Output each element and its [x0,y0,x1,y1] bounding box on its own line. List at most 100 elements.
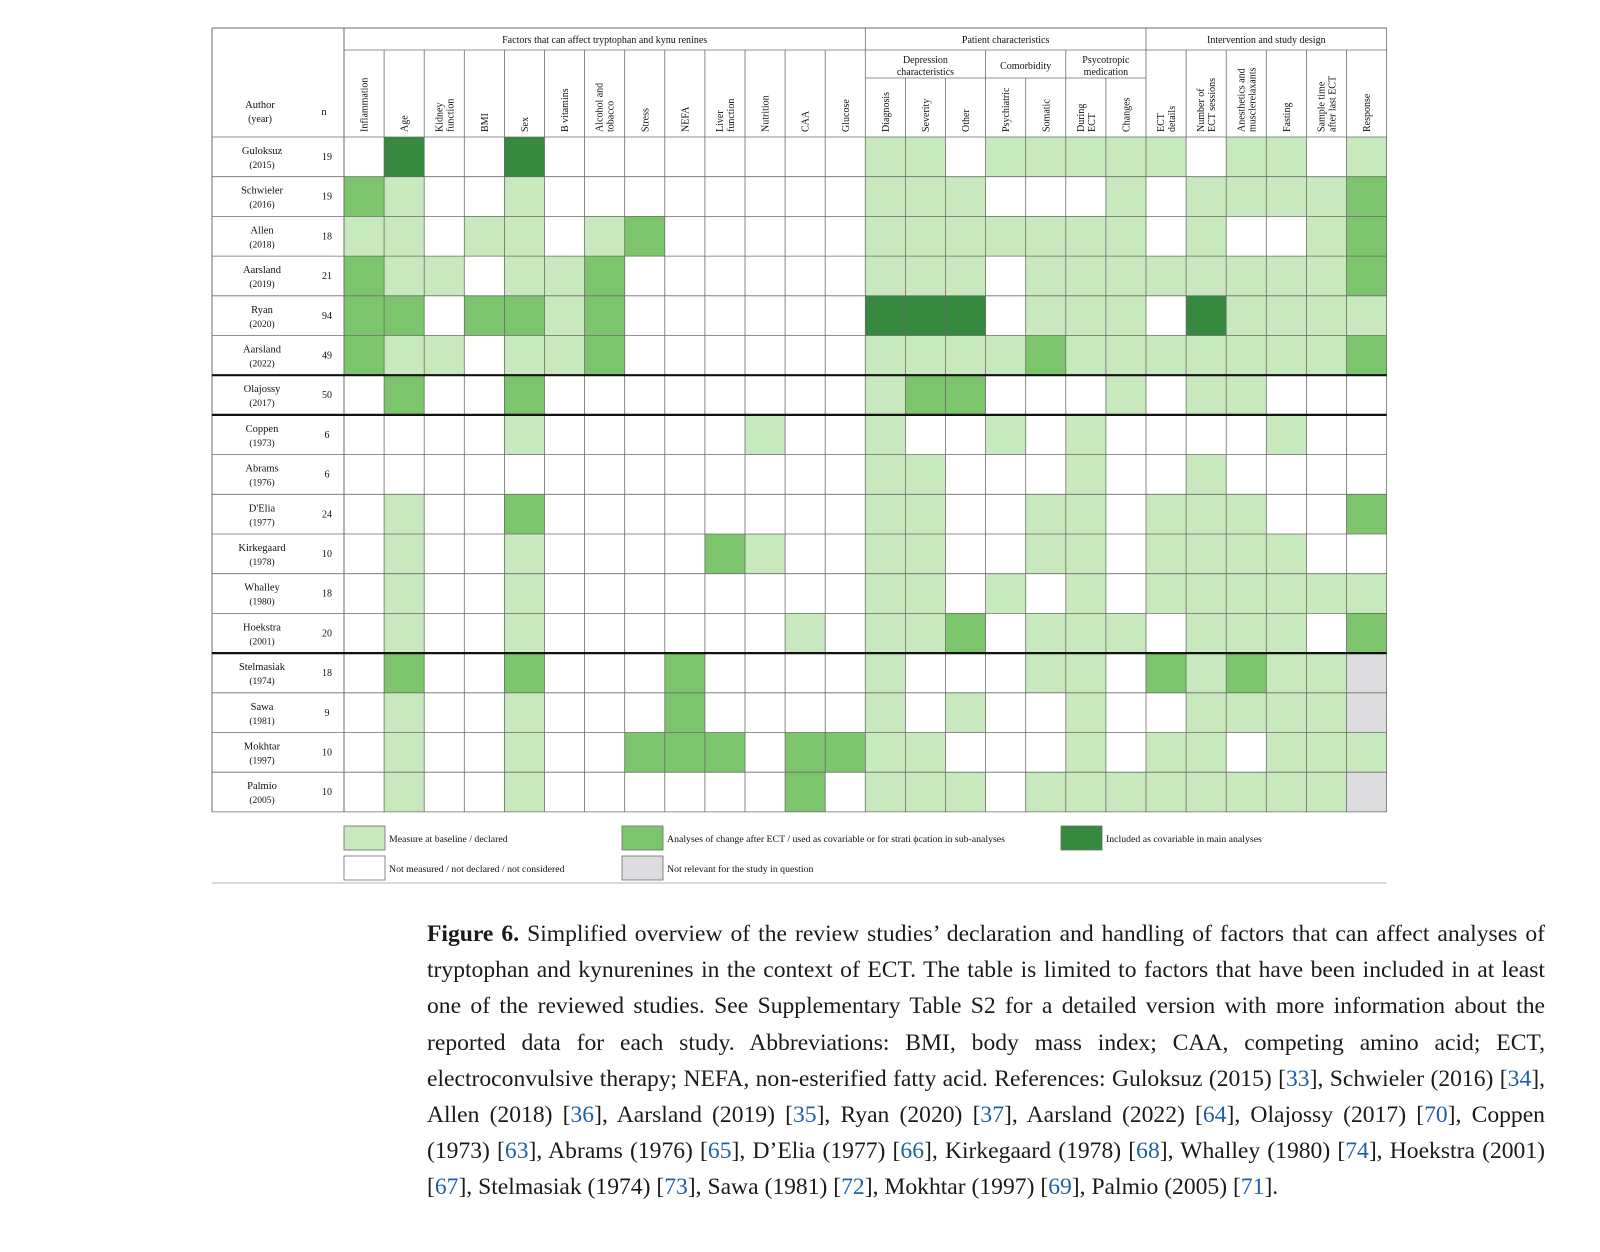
table-cell [504,494,545,534]
table-cell [945,732,986,773]
table-cell [504,534,545,574]
table-cell [945,454,986,495]
caption-label: Figure 6. [427,921,520,947]
reference-link[interactable]: 70 [1424,1102,1448,1129]
reference-link[interactable]: 69 [1048,1174,1072,1201]
column-header-label: ECT [1087,113,1098,132]
table-cell [384,375,425,415]
table-cell [1266,176,1307,217]
table-cell [424,573,465,614]
table-cell [1186,494,1227,534]
table-cell [664,573,705,614]
reference-link[interactable]: 71 [1240,1174,1265,1201]
table-cell [584,454,625,495]
table-cell [1105,653,1146,693]
table-cell [384,335,425,376]
table-cell [1346,375,1387,415]
table-cell [1346,494,1387,534]
reference-link[interactable]: 67 [434,1174,459,1201]
table-cell [464,295,505,336]
table-cell [464,772,505,812]
reference-link[interactable]: 37 [980,1102,1005,1129]
column-group-label: Factors that can affect tryptophan and k… [502,35,707,46]
table-cell [865,772,906,812]
table-cell [985,256,1026,296]
table-cell [1146,692,1187,733]
row-n: 18 [322,668,332,679]
table-cell [544,772,585,812]
table-cell [1025,613,1066,654]
column-header-label: BMI [480,113,491,132]
table-cell [1065,256,1106,296]
table-cell [1025,653,1066,693]
table-cell [1065,335,1106,376]
table-cell [464,613,505,654]
table-cell [384,653,425,693]
table-cell [584,494,625,534]
table-cell [1346,295,1387,336]
table-cell [504,375,545,415]
table-cell [544,216,585,257]
column-header-label: During [1076,104,1087,132]
table-cell [945,534,986,574]
table-cell [1306,772,1347,812]
table-cell [664,176,705,217]
table-cell [1025,375,1066,415]
table-cell [384,613,425,654]
table-cell [785,573,826,614]
table-cell [544,573,585,614]
table-cell [424,692,465,733]
table-cell [745,653,786,693]
reference-link[interactable]: 66 [900,1138,925,1165]
table-cell [544,454,585,495]
author-header: Author [245,100,275,111]
table-cell [905,137,946,177]
table-cell [825,653,866,693]
table-cell [1266,653,1307,693]
table-cell [504,613,545,654]
table-cell [865,573,906,614]
table-cell [424,295,465,336]
reference-link[interactable]: 74 [1345,1138,1369,1165]
reference-link[interactable]: 33 [1286,1065,1310,1092]
table-cell [785,692,826,733]
table-cell [544,137,585,177]
table-cell [945,494,986,534]
table-cell [504,335,545,376]
caption-references-label: References: [994,1065,1106,1092]
table-cell [624,216,665,257]
table-cell [1226,534,1267,574]
table-cell [785,494,826,534]
table-cell [865,534,906,574]
table-cell [384,256,425,296]
legend-swatch [343,855,386,881]
reference-link[interactable]: 36 [570,1102,595,1129]
table-cell [1025,216,1066,257]
table-cell [985,494,1026,534]
table-cell [504,216,545,257]
table-cell [1346,176,1387,217]
table-cell [704,692,745,733]
row-year: (1997) [249,756,274,767]
table-cell [745,414,786,455]
row-author: D'Elia [249,503,276,514]
reference-link[interactable]: 68 [1136,1138,1160,1165]
table-cell [424,613,465,654]
table-cell [704,534,745,574]
reference-link[interactable]: 63 [504,1138,529,1165]
reference-link[interactable]: 65 [707,1138,732,1165]
table-cell [624,375,665,415]
table-cell [1065,613,1106,654]
column-header-label: Response [1362,93,1373,132]
table-cell [504,454,545,495]
reference-link[interactable]: 35 [792,1102,817,1129]
table-cell [544,176,585,217]
table-cell [1226,256,1267,296]
reference-link[interactable]: 64 [1202,1102,1227,1129]
row-author: Olajossy [244,384,282,395]
table-cell [1306,732,1347,773]
reference-link[interactable]: 73 [664,1174,688,1201]
reference-link[interactable]: 34 [1507,1065,1532,1092]
row-n: 19 [322,192,332,203]
reference-link[interactable]: 72 [841,1174,865,1201]
